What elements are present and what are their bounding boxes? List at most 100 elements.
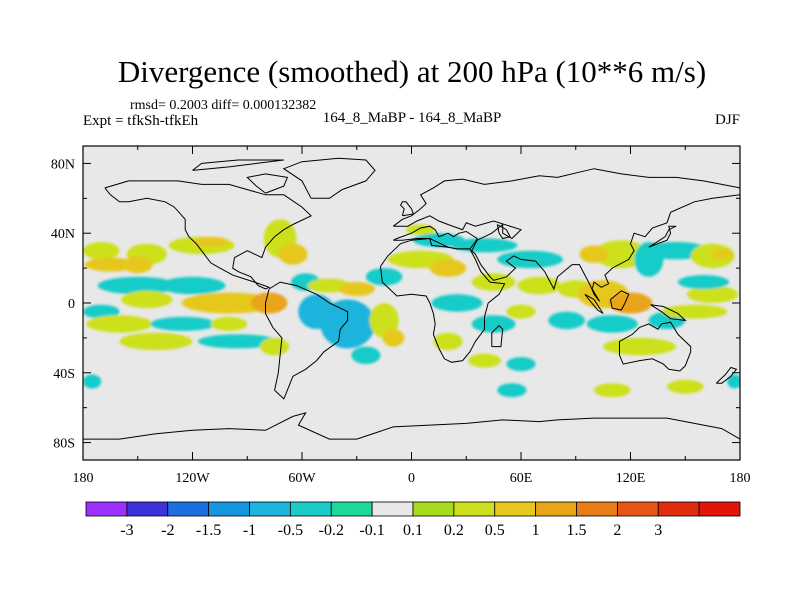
colorbar-swatch-9	[453, 501, 496, 517]
contour-blob-51	[687, 285, 739, 303]
contour-blob-48	[603, 337, 677, 356]
coastline-baffin	[246, 173, 289, 194]
contour-blob-63	[667, 379, 704, 394]
y-axis: 80N 40N 0 40S 80S	[51, 157, 740, 452]
contour-blob-58	[677, 275, 730, 290]
x-axis: 180 120W 60W 0 60E 120E 180	[73, 146, 751, 486]
colorbar-swatch-10	[494, 501, 537, 517]
colorbar-label-8: 0.2	[444, 522, 464, 539]
contour-blob-57	[710, 249, 733, 260]
contour-blob-42	[506, 357, 536, 372]
x-tick-label-4: 60E	[510, 471, 533, 486]
contour-blob-10	[181, 292, 277, 314]
contour-blob-22	[338, 282, 376, 296]
coastline-africa	[380, 237, 506, 363]
coastline-australia	[619, 321, 692, 372]
contour-blob-50	[661, 304, 728, 319]
x-tick-label-5: 120E	[616, 471, 646, 486]
colorbar-swatch-14	[657, 501, 700, 517]
colorbar-swatch-13	[616, 501, 659, 517]
coastline-new-guinea	[650, 304, 687, 322]
contour-blob-61	[594, 383, 631, 398]
colorbar-swatch-5	[289, 501, 332, 517]
colorbar-swatch-8	[412, 501, 455, 517]
colorbar-swatch-4	[249, 501, 291, 517]
colorbar-label-2: -1.5	[196, 522, 221, 539]
colorbar-swatch-15	[698, 501, 741, 517]
contour-blob-29	[429, 259, 467, 277]
contour-blob-7	[159, 276, 226, 295]
contour-blob-53	[579, 245, 609, 263]
colorbar-label-9: 0.5	[485, 522, 505, 539]
contour-blob-33	[451, 238, 518, 253]
coastline-eurasia	[393, 225, 478, 250]
coastline-indonesia	[584, 293, 604, 314]
contour-blob-34	[497, 250, 563, 269]
colorbar-label-3: -1	[243, 522, 256, 539]
contour-blob-37	[431, 294, 483, 312]
contour-blob-19	[278, 243, 308, 265]
colorbar-label-4: -0.5	[278, 522, 303, 539]
contour-blob-47	[586, 315, 638, 333]
contour-blob-59	[83, 374, 102, 389]
contour-blob-41	[468, 353, 501, 368]
contour-blob-60	[727, 374, 740, 389]
contour-blob-0	[83, 242, 120, 260]
experiment-label: Expt = tfkSh-tfkEh	[83, 113, 199, 129]
colorbar-label-1: -2	[161, 522, 174, 539]
coastline-north-america	[104, 180, 312, 290]
contour-blob-11	[250, 292, 288, 314]
coastline-south-america	[265, 281, 349, 400]
y-tick-label-1: 40N	[51, 227, 75, 242]
colorbar-label-0: -3	[120, 522, 133, 539]
colorbar-label-12: 2	[613, 522, 621, 539]
coastline-japan	[648, 225, 677, 248]
coastline-madagascar	[491, 325, 504, 348]
colorbar-swatch-0	[85, 501, 128, 517]
contour-blob-15	[119, 332, 193, 351]
contour-blob-39	[506, 304, 536, 319]
contour-blob-24	[320, 299, 375, 349]
contour-blob-27	[382, 329, 405, 347]
contour-fills	[83, 219, 740, 398]
contour-blob-40	[433, 332, 463, 351]
contour-blob-12	[86, 315, 153, 333]
chart-title: Divergence (smoothed) at 200 hPa (10**6 …	[118, 54, 706, 89]
colorbar-swatch-3	[208, 501, 250, 517]
colorbar: -3 -2 -1.5 -1 -0.5 -0.2 -0.1 0.1 0.2 0.5 1 1.5 2 3	[85, 501, 741, 539]
colorbar-swatch-7	[371, 501, 414, 517]
x-tick-label-2: 60W	[288, 471, 316, 486]
colorbar-label-11: 1.5	[567, 522, 587, 539]
contour-blob-38	[471, 315, 516, 333]
y-tick-label-0: 80N	[51, 157, 75, 172]
coastline-caspian	[496, 224, 511, 240]
contour-blob-43	[548, 311, 585, 330]
coastline-british-isles	[399, 201, 414, 217]
colorbar-swatch-12	[576, 501, 618, 517]
x-tick-label-3: 0	[408, 471, 415, 486]
coastline-new-zealand	[715, 366, 738, 384]
colorbar-swatch-11	[535, 501, 577, 517]
contour-blob-30	[365, 268, 403, 286]
contour-blob-13	[150, 316, 217, 331]
y-tick-label-4: 80S	[53, 437, 75, 452]
x-tick-label-0: 180	[73, 471, 94, 486]
y-tick-label-2: 0	[68, 297, 75, 312]
contour-blob-8	[83, 304, 120, 319]
contour-blob-1	[84, 257, 136, 272]
coastline-arctic-islands	[192, 159, 284, 171]
colorbar-swatch-6	[330, 501, 373, 517]
contour-blob-3	[123, 255, 153, 274]
contour-blob-26	[369, 303, 399, 338]
coastlines	[83, 157, 740, 440]
contour-blob-62	[497, 383, 527, 398]
colorbar-label-6: -0.1	[359, 522, 384, 539]
contour-blob-46	[608, 292, 653, 314]
contour-blob-9	[121, 290, 173, 309]
colorbar-swatch-1	[126, 501, 169, 517]
colorbar-label-10: 1	[532, 522, 540, 539]
contour-blob-5	[192, 236, 230, 248]
coastline-northern-eurasia	[392, 168, 740, 302]
colorbar-label-7: 0.1	[403, 522, 423, 539]
